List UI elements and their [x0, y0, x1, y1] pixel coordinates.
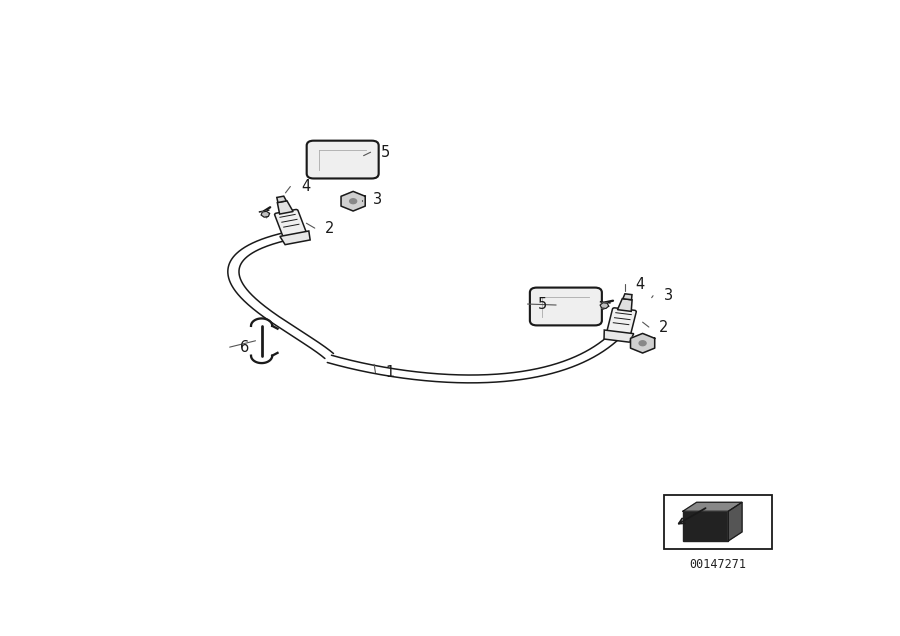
- Text: 1: 1: [386, 365, 395, 380]
- Text: 00147271: 00147271: [689, 558, 746, 570]
- Text: 4: 4: [301, 179, 310, 194]
- Text: 2: 2: [325, 221, 335, 235]
- Polygon shape: [683, 511, 728, 541]
- Text: 5: 5: [538, 296, 547, 312]
- Text: 6: 6: [240, 340, 249, 355]
- Polygon shape: [604, 330, 634, 342]
- Text: 3: 3: [663, 288, 672, 303]
- Polygon shape: [617, 299, 632, 312]
- Polygon shape: [623, 294, 632, 300]
- FancyBboxPatch shape: [307, 141, 379, 179]
- Polygon shape: [280, 231, 310, 245]
- Circle shape: [349, 198, 356, 204]
- Polygon shape: [261, 211, 269, 217]
- Polygon shape: [341, 191, 365, 211]
- Polygon shape: [683, 502, 742, 511]
- Circle shape: [639, 341, 646, 346]
- Polygon shape: [277, 201, 293, 214]
- Text: 2: 2: [660, 319, 669, 335]
- FancyBboxPatch shape: [530, 287, 602, 326]
- Polygon shape: [728, 502, 742, 541]
- Text: 4: 4: [635, 277, 645, 292]
- Polygon shape: [600, 303, 608, 308]
- Text: 3: 3: [373, 192, 382, 207]
- FancyBboxPatch shape: [608, 308, 636, 335]
- Polygon shape: [631, 333, 654, 353]
- Bar: [663, 495, 771, 549]
- FancyBboxPatch shape: [274, 209, 306, 237]
- Polygon shape: [277, 196, 286, 202]
- Text: 5: 5: [381, 145, 391, 160]
